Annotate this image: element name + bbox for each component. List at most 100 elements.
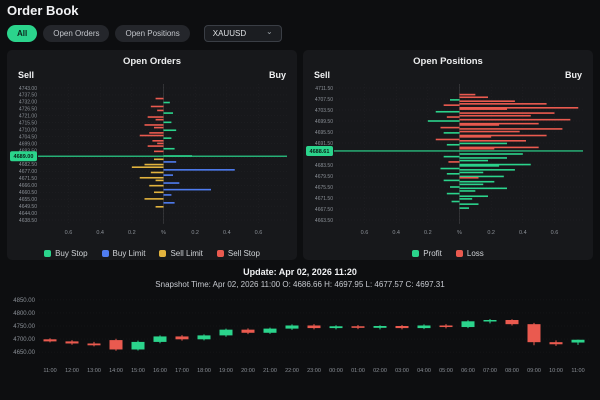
depth-bar-profit (443, 179, 460, 182)
svg-text:18:00: 18:00 (197, 368, 211, 374)
svg-text:16:00: 16:00 (153, 368, 167, 374)
depth-bar-profit (435, 110, 460, 113)
depth-panels: Open Orders Sell Buy 4743.00 4737.50 4732.… (7, 50, 593, 260)
svg-text:11:00: 11:00 (43, 368, 56, 374)
svg-text:20:00: 20:00 (241, 368, 255, 374)
candle-up (219, 329, 233, 336)
depth-bar-profit (446, 143, 460, 146)
svg-text:4650.00: 4650.00 (13, 350, 35, 356)
candle-down (175, 336, 189, 340)
svg-text:14:00: 14:00 (109, 368, 123, 374)
svg-text:4715.50: 4715.50 (19, 121, 37, 127)
filter-all-button[interactable]: All (7, 25, 38, 42)
depth-bar-sell_stop (155, 118, 164, 121)
legend-item-buy_limit[interactable]: Buy Limit (101, 249, 146, 258)
svg-text:4750.00: 4750.00 (13, 324, 35, 330)
svg-text:4711.50: 4711.50 (315, 86, 333, 92)
svg-text:4800.00: 4800.00 (13, 311, 35, 317)
chevron-down-icon: ⌄ (266, 26, 273, 36)
depth-bar-loss (459, 134, 547, 137)
svg-text:19:00: 19:00 (219, 368, 233, 374)
depth-bar-profit (459, 180, 495, 183)
open-positions-depth-chart[interactable]: 4711.50 4707.50 4703.50 4699.50 4695.50 4691.… (306, 80, 589, 248)
filter-open-orders-button[interactable]: Open Orders (43, 25, 110, 42)
depth-bar-profit (450, 186, 460, 188)
legend-label: Profit (423, 249, 442, 258)
svg-text:4850.00: 4850.00 (13, 298, 35, 304)
legend-label: Buy Limit (112, 249, 146, 258)
depth-bar-loss (459, 100, 515, 102)
depth-bar-sell_stop (139, 134, 164, 137)
symbol-select[interactable]: XAUUSD ⌄ (203, 25, 282, 42)
svg-text:21:00: 21:00 (263, 368, 277, 374)
depth-bar-profit (459, 187, 507, 190)
legend-item-sell_stop[interactable]: Sell Stop (216, 249, 260, 258)
svg-text:0.2: 0.2 (191, 230, 199, 236)
candle-down (65, 341, 79, 344)
svg-text:4682.50: 4682.50 (19, 162, 37, 168)
candle-up (571, 339, 585, 343)
depth-bar-buy_stop (163, 129, 177, 132)
depth-bar-loss (459, 146, 539, 149)
page-title: Order Book (7, 3, 79, 18)
candle-down (307, 325, 321, 329)
svg-text:4699.00: 4699.00 (19, 141, 37, 147)
svg-text:4710.00: 4710.00 (19, 127, 37, 133)
price-candlestick-chart[interactable]: 4850.00 4800.00 4750.00 4700.00 4650.00 11:00… (7, 292, 593, 380)
profit-legend-dot-icon (412, 250, 420, 257)
svg-text:05:00: 05:00 (439, 368, 453, 374)
svg-text:4644.00: 4644.00 (19, 211, 37, 217)
depth-bar-loss (459, 140, 526, 142)
candle-up (461, 321, 475, 328)
legend-item-profit[interactable]: Profit (412, 249, 442, 258)
depth-bar-buy_stop (163, 147, 175, 150)
svg-text:15:00: 15:00 (131, 368, 145, 374)
sell-label: Sell (314, 70, 331, 80)
svg-text:4688.61: 4688.61 (310, 149, 330, 155)
depth-bar-sell_limit (155, 179, 164, 182)
orders-side-labels: Sell Buy (10, 70, 294, 80)
open-orders-legend: Buy Stop Buy Limit Sell Limit Sell Stop (10, 249, 294, 258)
svg-text:0.2: 0.2 (487, 230, 495, 236)
svg-text:4667.50: 4667.50 (315, 207, 333, 213)
depth-bar-buy_stop (163, 137, 172, 139)
svg-text:4677.00: 4677.00 (19, 169, 37, 175)
buy-label: Buy (268, 70, 286, 80)
candle-up (153, 336, 167, 342)
depth-bar-profit (451, 200, 460, 203)
depth-bar-loss (459, 108, 507, 110)
legend-item-buy_stop[interactable]: Buy Stop (44, 249, 88, 258)
depth-bar-buy_stop (163, 121, 172, 124)
legend-item-loss[interactable]: Loss (455, 249, 484, 258)
depth-bar-buy_limit (163, 161, 177, 163)
depth-bar-sell_limit (154, 158, 164, 161)
candle-down (87, 343, 101, 346)
svg-text:0.4: 0.4 (392, 230, 400, 236)
legend-item-sell_limit[interactable]: Sell Limit (159, 249, 203, 258)
depth-bar-buy_stop (163, 101, 170, 104)
svg-text:4704.50: 4704.50 (19, 134, 37, 140)
svg-text:4660.50: 4660.50 (19, 190, 37, 196)
svg-text:4695.50: 4695.50 (315, 130, 333, 136)
candle-down (527, 324, 541, 343)
positions-side-labels: Sell Buy (306, 70, 590, 80)
svg-text:0.6: 0.6 (65, 230, 73, 236)
svg-text:04:00: 04:00 (417, 368, 431, 374)
depth-bar-profit (446, 173, 460, 175)
svg-text:12:00: 12:00 (65, 368, 79, 374)
depth-bar-sell_limit (155, 206, 164, 208)
depth-bar-profit (459, 163, 531, 166)
center-price-badge (306, 145, 333, 156)
svg-text:0.2: 0.2 (128, 230, 136, 236)
depth-bar-sell_limit (149, 184, 164, 187)
depth-bar-sell_stop (147, 145, 164, 147)
open-orders-depth-chart[interactable]: 4743.004737.504732.004726.504721.004715.… (10, 80, 293, 248)
depth-bar-profit (459, 175, 504, 178)
svg-text:23:00: 23:00 (307, 368, 321, 374)
depth-bar-profit (427, 120, 460, 122)
svg-text:11:00: 11:00 (571, 368, 584, 374)
filter-open-positions-button[interactable]: Open Positions (115, 25, 190, 42)
candle-up (373, 326, 387, 328)
svg-text:4663.50: 4663.50 (315, 218, 333, 224)
